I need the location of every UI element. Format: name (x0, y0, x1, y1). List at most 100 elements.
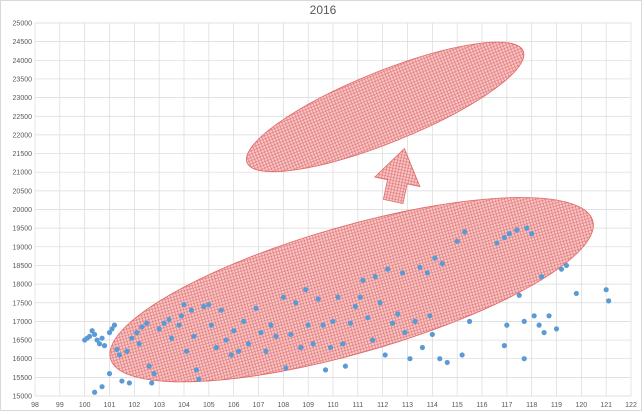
y-tick-label: 18500 (13, 263, 33, 270)
data-point (149, 380, 155, 386)
data-point (365, 315, 371, 321)
data-point (87, 333, 93, 339)
data-point (521, 356, 527, 362)
data-point (101, 343, 108, 349)
data-point (573, 290, 579, 297)
data-point (370, 337, 376, 343)
data-point (466, 318, 473, 324)
highlight-ellipse (245, 41, 525, 173)
data-point (134, 329, 140, 336)
data-point (558, 266, 565, 272)
x-tick-label: 98 (31, 402, 39, 409)
data-point (390, 320, 396, 326)
data-point (417, 264, 423, 270)
data-point (514, 227, 520, 233)
x-tick-label: 101 (104, 402, 116, 409)
y-tick-label: 22500 (13, 114, 33, 121)
x-tick-label: 112 (377, 402, 388, 409)
x-tick-label: 120 (575, 402, 587, 409)
x-tick-label: 109 (302, 402, 314, 409)
data-point (382, 352, 388, 358)
data-point (352, 303, 358, 310)
data-point (347, 320, 353, 326)
data-point (201, 303, 207, 310)
data-point (536, 322, 542, 328)
data-point (424, 270, 430, 276)
data-point (322, 367, 329, 373)
data-point (178, 313, 185, 319)
x-tick-label: 119 (551, 402, 562, 409)
chart-title: 2016 (310, 3, 337, 17)
data-point (342, 363, 349, 369)
data-point (553, 326, 560, 332)
data-point (231, 328, 237, 334)
tick-labels: 98 99 100 101 102 103 104 105 106 107 108 109 110 111… (13, 21, 637, 410)
data-point (280, 294, 286, 300)
data-point (524, 225, 530, 231)
data-point (124, 348, 130, 354)
data-point (116, 352, 123, 358)
data-point (146, 363, 152, 369)
data-point (288, 331, 294, 338)
data-point (437, 356, 443, 362)
data-point (407, 356, 413, 362)
x-tick-label: 99 (56, 402, 64, 409)
x-tick-label: 121 (600, 402, 612, 409)
y-tick-label: 15000 (13, 394, 33, 401)
y-tick-label: 23000 (13, 95, 33, 102)
x-tick-label: 106 (228, 402, 240, 409)
data-point (241, 318, 247, 324)
data-point (454, 238, 460, 244)
y-tick-label: 15500 (13, 375, 33, 382)
data-point (213, 344, 219, 351)
data-point (166, 316, 172, 323)
x-tick-label: 100 (79, 402, 91, 409)
data-point (268, 322, 274, 328)
data-point (394, 311, 401, 317)
data-point (546, 313, 552, 319)
y-tick-label: 20500 (13, 188, 33, 195)
data-point (196, 376, 202, 382)
y-tick-label: 17500 (13, 300, 33, 307)
y-tick-label: 24000 (13, 58, 33, 65)
data-point (106, 371, 113, 377)
data-point (372, 274, 378, 280)
data-point (188, 307, 195, 313)
data-point (176, 322, 182, 328)
data-point (303, 287, 309, 293)
y-tick-label: 20000 (13, 207, 33, 214)
data-point (357, 294, 363, 300)
data-point (263, 348, 269, 354)
data-point (223, 337, 229, 343)
data-point (253, 305, 259, 311)
data-point (151, 371, 157, 377)
data-point (99, 335, 105, 341)
data-point (501, 234, 507, 241)
data-point (432, 255, 438, 261)
data-point (516, 292, 522, 298)
y-tick-label: 16000 (13, 356, 33, 363)
data-point (305, 322, 311, 328)
data-point (183, 348, 190, 354)
data-point (529, 231, 535, 237)
data-point (129, 335, 135, 341)
x-tick-label: 104 (178, 402, 190, 409)
data-point (462, 229, 468, 235)
data-point (126, 380, 132, 386)
data-point (161, 320, 167, 326)
x-tick-label: 111 (353, 402, 364, 409)
x-tick-label: 116 (476, 402, 487, 409)
data-point (541, 329, 547, 336)
data-point (283, 365, 289, 371)
y-tick-label: 22000 (13, 132, 33, 139)
x-tick-label: 108 (277, 402, 289, 409)
data-point (218, 307, 224, 313)
data-point (385, 266, 391, 272)
y-tick-label: 19000 (13, 244, 33, 251)
data-point (504, 322, 510, 328)
y-tick-label: 18000 (13, 282, 33, 289)
data-point (156, 326, 162, 332)
data-point (521, 318, 527, 324)
data-point (419, 344, 425, 351)
